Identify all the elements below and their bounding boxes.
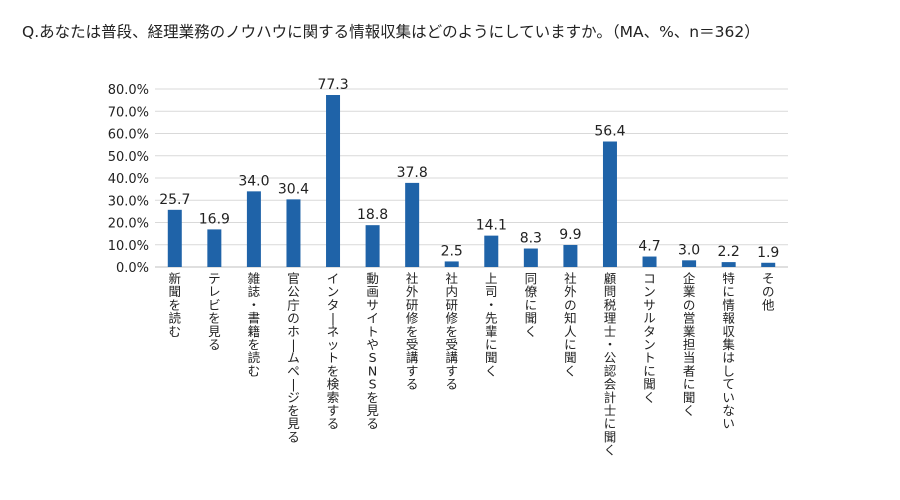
data-label: 77.3 xyxy=(317,77,348,93)
bar xyxy=(721,262,736,267)
bar xyxy=(602,141,617,267)
data-label: 2.2 xyxy=(718,244,740,260)
y-tick-label: 80.0% xyxy=(108,83,149,98)
category-label: コンサルタントに聞く xyxy=(643,271,656,405)
gridlines xyxy=(155,88,788,268)
y-tick-label: 10.0% xyxy=(108,239,149,254)
category-label: 雑誌・書籍を読む xyxy=(248,271,261,378)
data-label: 30.4 xyxy=(278,181,309,197)
bar xyxy=(207,229,222,267)
data-label: 14.1 xyxy=(476,218,507,234)
data-label: 8.3 xyxy=(520,231,542,247)
bar xyxy=(365,225,380,267)
data-label: 34.0 xyxy=(238,173,269,189)
y-tick-label: 70.0% xyxy=(108,105,149,120)
category-label: インタ|ネットを検索する xyxy=(327,271,340,431)
y-tick-label: 50.0% xyxy=(108,150,149,165)
category-label: 社外の知人に聞く xyxy=(564,271,577,378)
category-label: その他 xyxy=(762,271,775,312)
category-label: 企業の営業担当者に聞く xyxy=(683,271,696,418)
bar xyxy=(246,191,261,267)
y-tick-label: 0.0% xyxy=(116,261,149,276)
y-tick-label: 60.0% xyxy=(108,128,149,143)
bar xyxy=(167,209,182,267)
bar xyxy=(523,248,538,267)
bar xyxy=(563,244,578,267)
category-label: 特に情報収集はしていない xyxy=(722,271,735,431)
bars xyxy=(167,95,776,267)
data-label: 37.8 xyxy=(397,165,428,181)
data-label: 3.0 xyxy=(678,242,700,258)
y-tick-label: 20.0% xyxy=(108,217,149,232)
data-label: 1.9 xyxy=(757,245,779,261)
data-label: 56.4 xyxy=(594,124,625,140)
y-tick-label: 40.0% xyxy=(108,172,149,187)
category-label: テレビを見る xyxy=(208,271,221,352)
data-label: 4.7 xyxy=(638,239,660,255)
bar xyxy=(682,260,697,267)
category-label: 同僚に聞く xyxy=(525,271,538,339)
data-labels: 25.7 16.9 34.0 30.4 77.3 18.8 37.8 2.5 14.1 8.3 9.… xyxy=(159,77,779,261)
y-tick-label: 30.0% xyxy=(108,194,149,209)
category-labels: 新聞を読む テレビを見る 雑誌・書籍を読む 官公庁のホ|ムペ|ジを見る インタ|ネットを… xyxy=(169,271,775,458)
data-label: 16.9 xyxy=(199,211,230,227)
category-label: 顧問税理士・公認会計士に聞く xyxy=(604,271,617,458)
bar xyxy=(484,235,499,267)
bar xyxy=(642,256,657,267)
category-label: 社外研修を受講する xyxy=(406,271,419,392)
category-label: 動画サイトや S N S を見る xyxy=(366,271,379,431)
data-label: 18.8 xyxy=(357,207,388,223)
data-label: 25.7 xyxy=(159,192,190,208)
y-axis-tick-labels: 0.0% 10.0% 20.0% 30.0% 40.0% 50.0% 60.0% 70.0% 8… xyxy=(108,83,149,276)
data-label: 9.9 xyxy=(559,227,581,243)
bar xyxy=(444,261,459,267)
category-label: 上司・先輩に聞く xyxy=(485,271,498,378)
bar xyxy=(405,182,420,267)
category-label: 社内研修を受講する xyxy=(445,271,458,392)
data-label: 2.5 xyxy=(441,243,463,259)
bar xyxy=(286,199,301,267)
bar xyxy=(326,95,341,267)
category-label: 新聞を読む xyxy=(169,271,182,339)
category-label: 官公庁のホ|ムペ|ジを見る xyxy=(287,271,300,444)
chart-title: Q.あなたは普段、経理業務のノウハウに関する情報収集はどのようにしていますか。（… xyxy=(22,23,760,41)
bar xyxy=(761,262,776,267)
